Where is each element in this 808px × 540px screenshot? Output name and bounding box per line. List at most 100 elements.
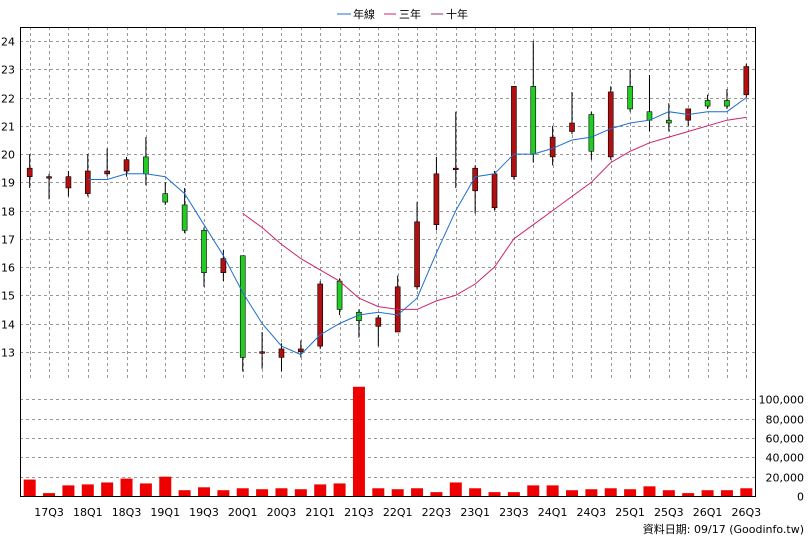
legend-item-year: 年線	[337, 7, 375, 21]
legend: 年線 三年 十年	[337, 7, 468, 21]
candle	[704, 94, 711, 109]
x-tick-label: 26Q1	[693, 506, 723, 519]
ma-3year-line	[242, 116, 747, 310]
x-tick-label: 20Q3	[267, 506, 297, 519]
candle	[588, 111, 595, 160]
volume-bar	[488, 492, 501, 496]
candle-body	[704, 100, 711, 107]
volume-bar	[391, 489, 404, 496]
candle-body	[588, 114, 595, 152]
candle-body	[452, 167, 459, 170]
x-tick-label: 19Q3	[189, 506, 219, 519]
volume-bar	[139, 483, 152, 496]
candle-body	[259, 351, 265, 354]
volume-bar	[566, 490, 578, 496]
x-tick-label: 22Q1	[383, 506, 413, 519]
volume-tick-label: 100,000	[759, 394, 805, 407]
candle	[181, 187, 188, 234]
price-tick-label: 18	[1, 206, 15, 219]
volume-bar	[23, 479, 36, 496]
candle	[724, 89, 730, 109]
x-tick-label: 21Q1	[305, 506, 335, 519]
candle-body	[181, 204, 188, 231]
volume-bars	[23, 386, 753, 496]
price-tick-label: 13	[1, 347, 15, 360]
candle	[104, 148, 110, 177]
volume-bar	[217, 490, 230, 496]
volume-bar	[449, 482, 462, 496]
price-tick-label: 16	[1, 262, 15, 275]
candle	[336, 278, 343, 316]
price-tick-label: 22	[1, 93, 15, 106]
volume-bar	[682, 493, 695, 496]
candle-body	[549, 136, 556, 158]
volume-bar	[120, 478, 133, 496]
x-tick-label: 23Q1	[460, 506, 490, 519]
legend-label-3year: 三年	[399, 7, 421, 21]
candle-body	[65, 176, 72, 189]
candle	[317, 281, 324, 349]
candle	[414, 202, 420, 290]
volume-bar	[159, 476, 172, 496]
x-tick-label: 18Q3	[112, 506, 142, 519]
candle-body	[472, 167, 478, 192]
candle	[666, 103, 672, 132]
candle-body	[627, 86, 633, 110]
volume-bar	[624, 489, 637, 496]
price-plot-area	[20, 27, 756, 380]
candle-body	[239, 255, 246, 358]
candle-body	[530, 86, 537, 155]
volume-tick-label: 20,000	[766, 472, 805, 485]
candle-body	[317, 283, 324, 347]
x-tick-label: 26Q3	[731, 506, 761, 519]
volume-bar	[430, 492, 443, 496]
candle-body	[743, 66, 750, 96]
candle-body	[143, 156, 149, 175]
candle	[375, 315, 382, 347]
candle-body	[220, 258, 227, 273]
candle	[491, 171, 498, 211]
volume-bar	[62, 485, 75, 496]
volume-bar	[411, 488, 424, 496]
candle	[162, 182, 169, 205]
volume-bar	[81, 484, 94, 496]
legend-item-3year: 三年	[384, 7, 421, 21]
candle-body	[433, 173, 440, 225]
volume-bar	[701, 490, 714, 496]
candle	[239, 255, 246, 372]
x-tick-label: 25Q1	[615, 506, 645, 519]
candle	[569, 91, 575, 135]
volume-bar	[546, 485, 559, 496]
volume-panel: 0 20,000 40,000 60,000 80,000 100,000	[20, 380, 804, 504]
candle-body	[375, 317, 382, 327]
x-tick-label: 19Q1	[150, 506, 180, 519]
volume-tick-label: 60,000	[766, 433, 805, 446]
x-tick-label: 24Q3	[577, 506, 607, 519]
volume-bar	[333, 483, 346, 496]
candle	[65, 171, 72, 197]
volume-bar	[198, 487, 210, 496]
volume-tick-label: 0	[797, 491, 804, 504]
volume-bar	[507, 492, 520, 496]
legend-item-10year: 十年	[431, 7, 468, 21]
candle-body	[26, 167, 33, 177]
volume-gridlines	[20, 399, 756, 478]
x-tick-label: 22Q3	[422, 506, 452, 519]
candle	[278, 343, 285, 372]
x-tick-label: 21Q3	[344, 506, 374, 519]
candle	[26, 154, 33, 188]
candle	[201, 227, 207, 287]
candle-body	[356, 311, 362, 321]
x-tick-label: 25Q3	[654, 506, 684, 519]
candle	[433, 156, 440, 231]
candle-body	[666, 119, 672, 124]
price-tick-label: 21	[1, 121, 15, 134]
volume-bar	[585, 489, 598, 496]
volume-bar	[256, 489, 269, 496]
volume-bar	[469, 488, 482, 496]
volume-bar	[236, 488, 249, 496]
volume-bar	[178, 490, 191, 496]
candle	[511, 86, 517, 180]
candle	[259, 331, 265, 369]
